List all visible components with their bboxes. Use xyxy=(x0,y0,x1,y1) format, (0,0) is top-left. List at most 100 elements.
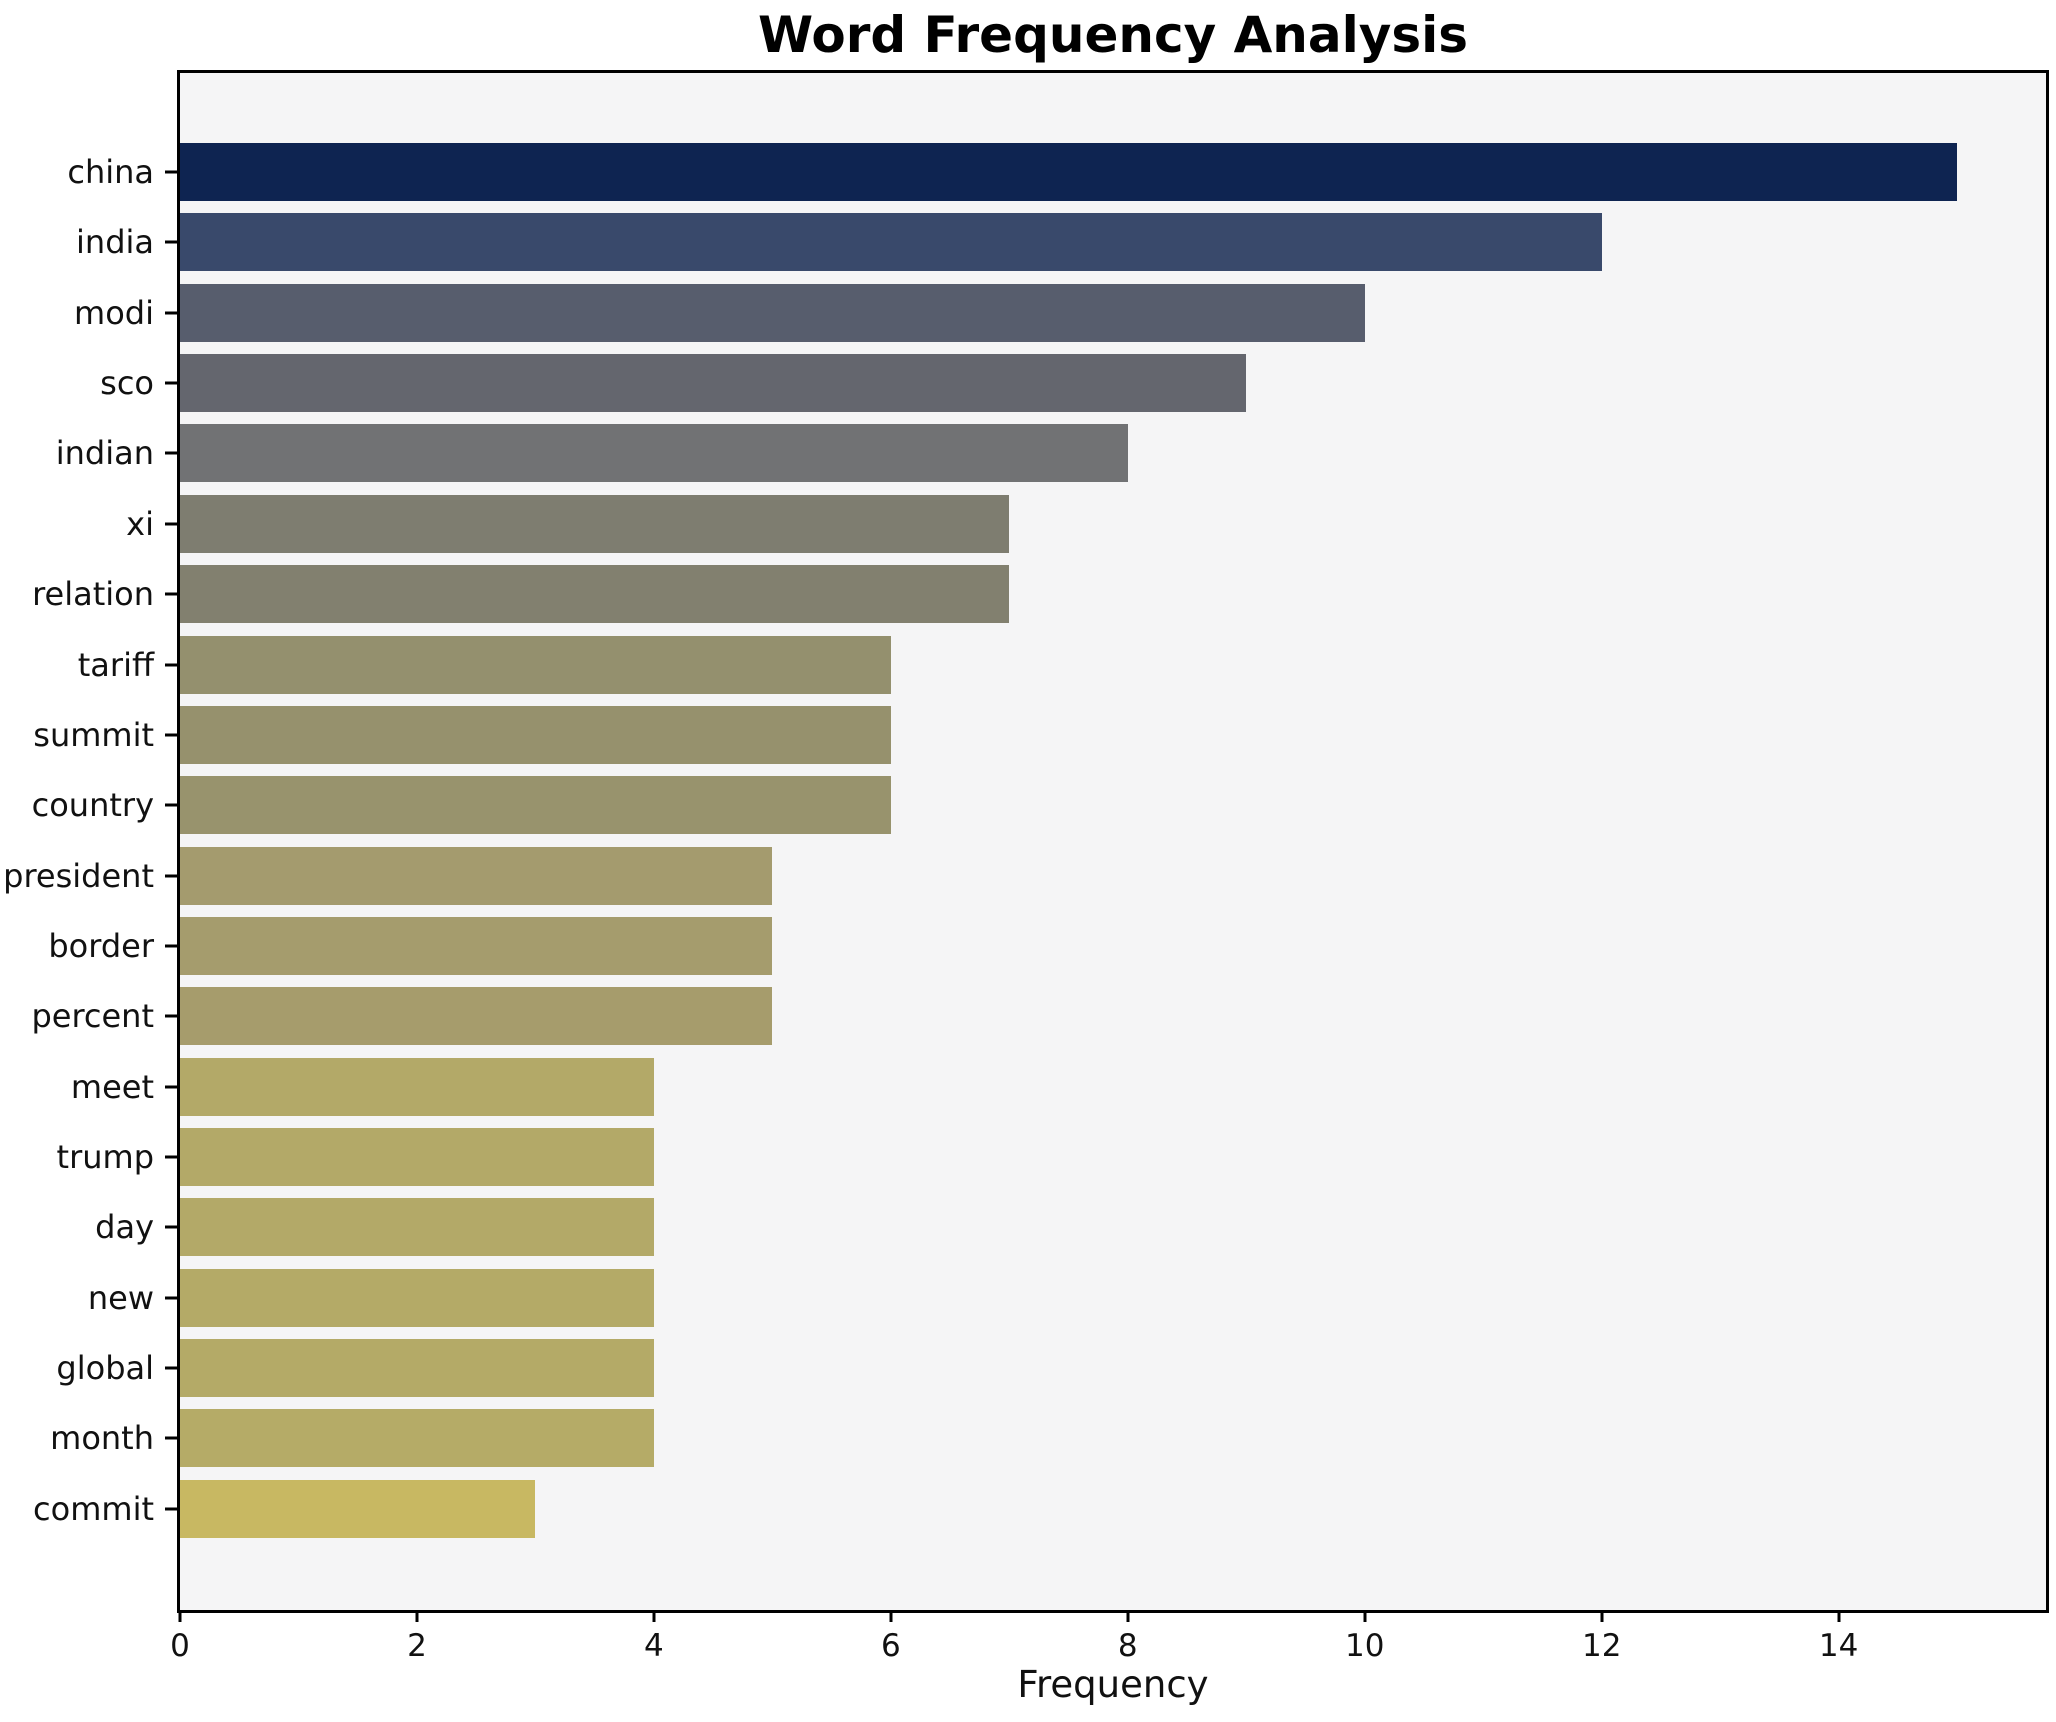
y-tick-label: indian xyxy=(55,434,154,473)
y-tick-mark xyxy=(165,1507,177,1511)
chart-row: global xyxy=(56,1339,2046,1398)
y-tick-label: trump xyxy=(56,1138,154,1177)
x-tick-mark xyxy=(178,1610,182,1622)
y-tick-label: new xyxy=(87,1278,154,1317)
chart-row: china xyxy=(67,143,2046,201)
y-tick-mark xyxy=(165,1155,177,1159)
bar xyxy=(180,1479,536,1538)
y-tick-mark xyxy=(165,311,177,315)
x-tick-mark xyxy=(1126,1610,1130,1622)
y-tick-label: modi xyxy=(74,293,154,332)
y-tick-label: meet xyxy=(70,1067,154,1106)
x-tick-label: 4 xyxy=(644,1628,664,1664)
bar xyxy=(180,565,1010,624)
y-tick-mark xyxy=(165,170,177,174)
bar xyxy=(180,635,891,694)
x-tick-mark xyxy=(1363,1610,1367,1622)
y-tick-label: commit xyxy=(33,1489,154,1528)
chart-row: month xyxy=(50,1409,2046,1468)
y-tick-mark xyxy=(165,663,177,667)
y-tick-label: xi xyxy=(126,504,154,543)
y-tick-label: india xyxy=(76,223,154,262)
chart-row: day xyxy=(95,1198,2046,1257)
y-tick-mark xyxy=(165,592,177,596)
bar xyxy=(180,1268,654,1327)
bar xyxy=(180,143,1958,201)
y-tick-label: sco xyxy=(100,364,154,403)
x-tick-label: 12 xyxy=(1581,1628,1622,1664)
y-tick-mark xyxy=(165,874,177,878)
y-tick-mark xyxy=(165,733,177,737)
chart-row: border xyxy=(48,916,2046,975)
y-tick-mark xyxy=(165,944,177,948)
chart-row: india xyxy=(76,213,2046,272)
y-tick-mark xyxy=(165,1014,177,1018)
y-tick-mark xyxy=(165,381,177,385)
y-tick-label: tariff xyxy=(77,645,154,684)
bar xyxy=(180,424,1128,483)
chart-row: summit xyxy=(33,705,2046,764)
chart-row: relation xyxy=(32,565,2046,624)
y-tick-mark xyxy=(165,240,177,244)
x-tick-mark xyxy=(1600,1610,1604,1622)
bar xyxy=(180,213,1602,272)
x-tick-mark xyxy=(1837,1610,1841,1622)
chart-row: new xyxy=(88,1268,2046,1327)
chart-row: percent xyxy=(31,987,2046,1046)
y-tick-label: president xyxy=(3,856,154,895)
y-tick-mark xyxy=(165,451,177,455)
y-tick-mark xyxy=(165,1085,177,1089)
y-tick-label: relation xyxy=(32,575,154,614)
y-tick-mark xyxy=(165,1436,177,1440)
x-tick-label: 0 xyxy=(170,1628,190,1664)
x-tick-mark xyxy=(652,1610,656,1622)
chart-row: country xyxy=(32,776,2046,835)
y-tick-label: percent xyxy=(31,997,154,1036)
x-tick-mark xyxy=(415,1610,419,1622)
chart-row: xi xyxy=(126,494,2046,553)
y-tick-mark xyxy=(165,522,177,526)
x-tick-label: 2 xyxy=(407,1628,427,1664)
bar xyxy=(180,1198,654,1257)
x-tick-mark xyxy=(889,1610,893,1622)
chart-row: trump xyxy=(57,1128,2046,1187)
x-tick-label: 6 xyxy=(880,1628,901,1664)
bar xyxy=(180,283,1365,342)
bar xyxy=(180,987,773,1046)
x-tick-label: 14 xyxy=(1818,1628,1859,1664)
chart-title: Word Frequency Analysis xyxy=(757,6,1469,64)
bar xyxy=(180,1128,654,1187)
y-tick-mark xyxy=(165,1296,177,1300)
y-tick-mark xyxy=(165,1366,177,1370)
y-tick-mark xyxy=(165,803,177,807)
x-tick-label: 10 xyxy=(1345,1628,1385,1664)
y-tick-label: border xyxy=(48,926,154,965)
y-tick-label: month xyxy=(50,1419,154,1458)
x-axis-label: Frequency xyxy=(1017,1663,1209,1706)
chart-row: indian xyxy=(56,424,2046,483)
chart-row: sco xyxy=(100,354,2046,413)
chart-row: meet xyxy=(71,1057,2046,1116)
bar xyxy=(180,776,891,835)
y-tick-mark xyxy=(165,1225,177,1229)
y-tick-label: summit xyxy=(33,715,154,754)
bar xyxy=(180,1339,654,1398)
bar xyxy=(180,1409,654,1468)
chart-row: commit xyxy=(33,1479,2046,1538)
y-tick-label: china xyxy=(67,153,154,191)
y-tick-label: day xyxy=(95,1208,154,1247)
y-tick-label: global xyxy=(56,1349,154,1388)
bar xyxy=(180,494,1010,553)
x-tick-label: 8 xyxy=(1117,1628,1138,1664)
y-tick-label: country xyxy=(31,786,154,825)
chart-row: tariff xyxy=(78,635,2046,694)
bar xyxy=(180,846,773,905)
plot-area: china india modi sco indian xi relation tariff s… xyxy=(3,70,2049,1664)
chart-row: modi xyxy=(74,283,2046,342)
chart-row: president xyxy=(3,846,2046,905)
bar xyxy=(180,1057,654,1116)
bars-container: china india modi sco indian xi relation tariff s… xyxy=(3,73,2046,1610)
bar xyxy=(180,705,891,764)
bar xyxy=(180,354,1247,413)
